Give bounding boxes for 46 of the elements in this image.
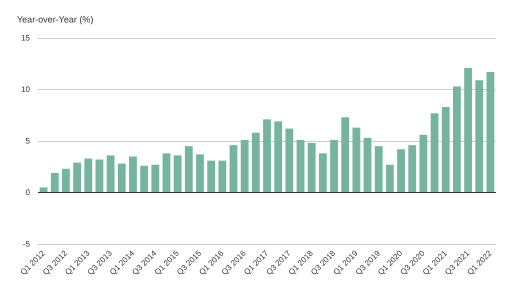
bar xyxy=(308,143,316,192)
bar xyxy=(364,138,372,192)
bar xyxy=(140,166,148,192)
bar xyxy=(408,145,416,192)
bar xyxy=(419,134,428,192)
bar xyxy=(218,160,226,192)
bar xyxy=(486,72,494,192)
bar xyxy=(196,154,204,192)
bar xyxy=(318,153,327,192)
bar xyxy=(118,164,126,192)
bar xyxy=(252,132,260,192)
bar xyxy=(285,128,294,192)
bar xyxy=(129,156,137,192)
bar xyxy=(151,164,160,192)
bar xyxy=(452,86,461,192)
bar xyxy=(442,107,450,192)
y-tick-label: 0 xyxy=(26,188,31,197)
bar xyxy=(330,140,338,192)
bar xyxy=(174,155,182,192)
bar xyxy=(106,155,115,192)
y-tick-label: 10 xyxy=(21,85,31,94)
bar xyxy=(50,172,59,192)
bar xyxy=(475,80,484,192)
bar xyxy=(464,68,472,192)
y-tick-label: -5 xyxy=(22,240,31,248)
bar xyxy=(341,117,350,192)
bar xyxy=(62,168,70,192)
bar xyxy=(96,160,104,192)
y-tick-label: 5 xyxy=(26,136,31,146)
bar xyxy=(207,160,216,192)
bar xyxy=(397,149,405,192)
bar xyxy=(162,153,170,192)
bar xyxy=(386,164,394,192)
bar xyxy=(263,119,271,192)
bar xyxy=(430,113,438,192)
bar xyxy=(274,121,282,192)
y-tick-label: 15 xyxy=(21,34,31,42)
bar xyxy=(73,162,82,192)
bar xyxy=(352,128,360,192)
y-axis-title: Year-over-Year (%) xyxy=(17,14,94,24)
bar xyxy=(230,145,238,192)
bar xyxy=(374,146,383,192)
bar xyxy=(184,146,193,192)
bar xyxy=(240,140,249,192)
bar xyxy=(296,140,304,192)
bar xyxy=(84,158,92,192)
